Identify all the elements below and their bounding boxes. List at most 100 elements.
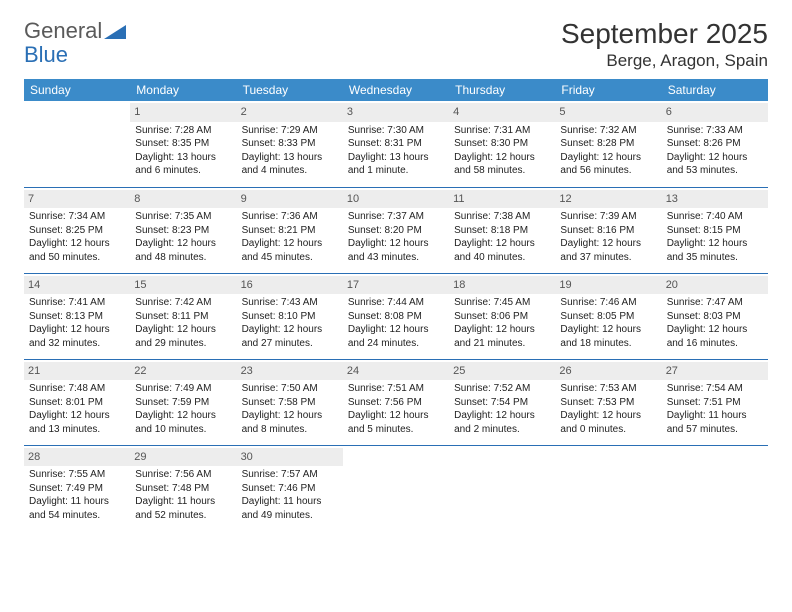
sunrise: Sunrise: 7:45 AM [454, 296, 550, 310]
cell-body: Sunrise: 7:31 AMSunset: 8:30 PMDaylight:… [453, 124, 551, 178]
sunset: Sunset: 8:15 PM [667, 224, 763, 238]
calendar-cell: 11Sunrise: 7:38 AMSunset: 8:18 PMDayligh… [449, 187, 555, 273]
sunset: Sunset: 8:26 PM [667, 137, 763, 151]
cell-body: Sunrise: 7:52 AMSunset: 7:54 PMDaylight:… [453, 382, 551, 436]
calendar-body: 1Sunrise: 7:28 AMSunset: 8:35 PMDaylight… [24, 101, 768, 531]
calendar-cell: 17Sunrise: 7:44 AMSunset: 8:08 PMDayligh… [343, 273, 449, 359]
day-number: 18 [449, 276, 555, 295]
day-number: 28 [24, 448, 130, 467]
sunset: Sunset: 8:16 PM [560, 224, 656, 238]
cell-body: Sunrise: 7:55 AMSunset: 7:49 PMDaylight:… [28, 468, 126, 522]
calendar-cell: 22Sunrise: 7:49 AMSunset: 7:59 PMDayligh… [130, 359, 236, 445]
daylight: Daylight: 12 hours and 5 minutes. [348, 409, 444, 436]
calendar-cell: 3 Sunrise: 7:30 AMSunset: 8:31 PMDaylight… [343, 101, 449, 187]
sunrise: Sunrise: 7:38 AM [454, 210, 550, 224]
day-number: 14 [24, 276, 130, 295]
sunset: Sunset: 8:11 PM [135, 310, 231, 324]
day-number: 3 [343, 103, 449, 122]
daylight: Daylight: 12 hours and 35 minutes. [667, 237, 763, 264]
cell-body: Sunrise: 7:43 AMSunset: 8:10 PMDaylight:… [241, 296, 339, 350]
calendar-cell [24, 101, 130, 187]
sunset: Sunset: 7:51 PM [667, 396, 763, 410]
calendar-row: 1Sunrise: 7:28 AMSunset: 8:35 PMDaylight… [24, 101, 768, 187]
sunrise: Sunrise: 7:39 AM [560, 210, 656, 224]
daylight: Daylight: 11 hours and 57 minutes. [667, 409, 763, 436]
calendar-row: 14Sunrise: 7:41 AMSunset: 8:13 PM Dayligh… [24, 273, 768, 359]
daylight: Daylight: 12 hours and 10 minutes. [135, 409, 231, 436]
daylight: Daylight: 12 hours and 45 minutes. [242, 237, 338, 264]
sunset: Sunset: 8:06 PM [454, 310, 550, 324]
cell-body: Sunrise: 7:39 AMSunset: 8:16 PMDaylight:… [559, 210, 657, 264]
day-number: 11 [449, 190, 555, 209]
day-number: 4 [449, 103, 555, 122]
sunset: Sunset: 7:48 PM [135, 482, 231, 496]
title-block: September 2025 Berge, Aragon, Spain [561, 18, 768, 71]
sunrise: Sunrise: 7:33 AM [667, 124, 763, 138]
daylight: Daylight: 13 hours and 6 minutes. [135, 151, 231, 178]
daylight: Daylight: 13 hours and 1 minute. [348, 151, 444, 178]
day-header: Monday [130, 79, 236, 101]
sunrise: Sunrise: 7:43 AM [242, 296, 338, 310]
daylight: Daylight: 12 hours and 2 minutes. [454, 409, 550, 436]
daylight: Daylight: 12 hours and 27 minutes. [242, 323, 338, 350]
calendar-head: Sunday Monday Tuesday Wednesday Thursday… [24, 79, 768, 101]
calendar-cell: 5Sunrise: 7:32 AMSunset: 8:28 PMDaylight… [555, 101, 661, 187]
sunset: Sunset: 7:59 PM [135, 396, 231, 410]
cell-body: Sunrise: 7:38 AMSunset: 8:18 PMDaylight:… [453, 210, 551, 264]
sunset: Sunset: 7:58 PM [242, 396, 338, 410]
calendar-cell: 10Sunrise: 7:37 AMSunset: 8:20 PMDayligh… [343, 187, 449, 273]
sunrise: Sunrise: 7:57 AM [242, 468, 338, 482]
day-header: Wednesday [343, 79, 449, 101]
day-number: 19 [555, 276, 661, 295]
cell-body: Sunrise: 7:50 AMSunset: 7:58 PMDaylight:… [241, 382, 339, 436]
sunrise: Sunrise: 7:42 AM [135, 296, 231, 310]
calendar-cell: 26Sunrise: 7:53 AMSunset: 7:53 PMDayligh… [555, 359, 661, 445]
daylight: Daylight: 12 hours and 21 minutes. [454, 323, 550, 350]
calendar-cell: 4 Sunrise: 7:31 AMSunset: 8:30 PMDaylight… [449, 101, 555, 187]
daylight: Daylight: 11 hours and 52 minutes. [135, 495, 231, 522]
sunset: Sunset: 7:46 PM [242, 482, 338, 496]
cell-body: Sunrise: 7:30 AMSunset: 8:31 PMDaylight:… [347, 124, 445, 178]
day-number: 17 [343, 276, 449, 295]
calendar-cell: 16Sunrise: 7:43 AMSunset: 8:10 PMDayligh… [237, 273, 343, 359]
sunset: Sunset: 7:56 PM [348, 396, 444, 410]
daylight: Daylight: 12 hours and 43 minutes. [348, 237, 444, 264]
sunset: Sunset: 8:30 PM [454, 137, 550, 151]
sunset: Sunset: 8:31 PM [348, 137, 444, 151]
calendar-cell: 27Sunrise: 7:54 AMSunset: 7:51 PMDayligh… [662, 359, 768, 445]
sunset: Sunset: 8:08 PM [348, 310, 444, 324]
sunrise: Sunrise: 7:50 AM [242, 382, 338, 396]
cell-body: Sunrise: 7:29 AMSunset: 8:33 PMDaylight:… [241, 124, 339, 178]
cell-body: Sunrise: 7:47 AMSunset: 8:03 PMDaylight:… [666, 296, 764, 350]
sunset: Sunset: 8:28 PM [560, 137, 656, 151]
day-number: 5 [555, 103, 661, 122]
calendar-cell: 19Sunrise: 7:46 AMSunset: 8:05 PMDayligh… [555, 273, 661, 359]
cell-body: Sunrise: 7:28 AMSunset: 8:35 PMDaylight:… [134, 124, 232, 178]
calendar-cell: 25Sunrise: 7:52 AMSunset: 7:54 PMDayligh… [449, 359, 555, 445]
sunrise: Sunrise: 7:41 AM [29, 296, 125, 310]
sunrise: Sunrise: 7:34 AM [29, 210, 125, 224]
sunset: Sunset: 8:20 PM [348, 224, 444, 238]
day-number: 22 [130, 362, 236, 381]
cell-body: Sunrise: 7:34 AMSunset: 8:25 PMDaylight:… [28, 210, 126, 264]
logo: General [24, 18, 126, 44]
sunset: Sunset: 8:18 PM [454, 224, 550, 238]
location: Berge, Aragon, Spain [561, 51, 768, 71]
calendar-row: 7Sunrise: 7:34 AMSunset: 8:25 PMDaylight… [24, 187, 768, 273]
sunrise: Sunrise: 7:52 AM [454, 382, 550, 396]
daylight: Daylight: 12 hours and 53 minutes. [667, 151, 763, 178]
day-number: 29 [130, 448, 236, 467]
calendar-cell: 1Sunrise: 7:28 AMSunset: 8:35 PMDaylight… [130, 101, 236, 187]
calendar-cell: 6Sunrise: 7:33 AMSunset: 8:26 PMDaylight… [662, 101, 768, 187]
cell-body: Sunrise: 7:51 AMSunset: 7:56 PMDaylight:… [347, 382, 445, 436]
day-number: 30 [237, 448, 343, 467]
sunset: Sunset: 7:53 PM [560, 396, 656, 410]
cell-body: Sunrise: 7:36 AMSunset: 8:21 PMDaylight:… [241, 210, 339, 264]
sunrise: Sunrise: 7:44 AM [348, 296, 444, 310]
cell-body: Sunrise: 7:45 AMSunset: 8:06 PMDaylight:… [453, 296, 551, 350]
calendar-table: Sunday Monday Tuesday Wednesday Thursday… [24, 79, 768, 531]
sunrise: Sunrise: 7:31 AM [454, 124, 550, 138]
sunset: Sunset: 8:13 PM [29, 310, 125, 324]
calendar-cell: 15Sunrise: 7:42 AMSunset: 8:11 PMDayligh… [130, 273, 236, 359]
daylight: Daylight: 12 hours and 0 minutes. [560, 409, 656, 436]
